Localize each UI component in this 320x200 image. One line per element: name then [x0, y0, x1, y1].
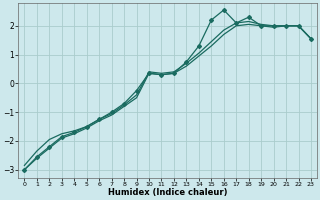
X-axis label: Humidex (Indice chaleur): Humidex (Indice chaleur)	[108, 188, 228, 197]
